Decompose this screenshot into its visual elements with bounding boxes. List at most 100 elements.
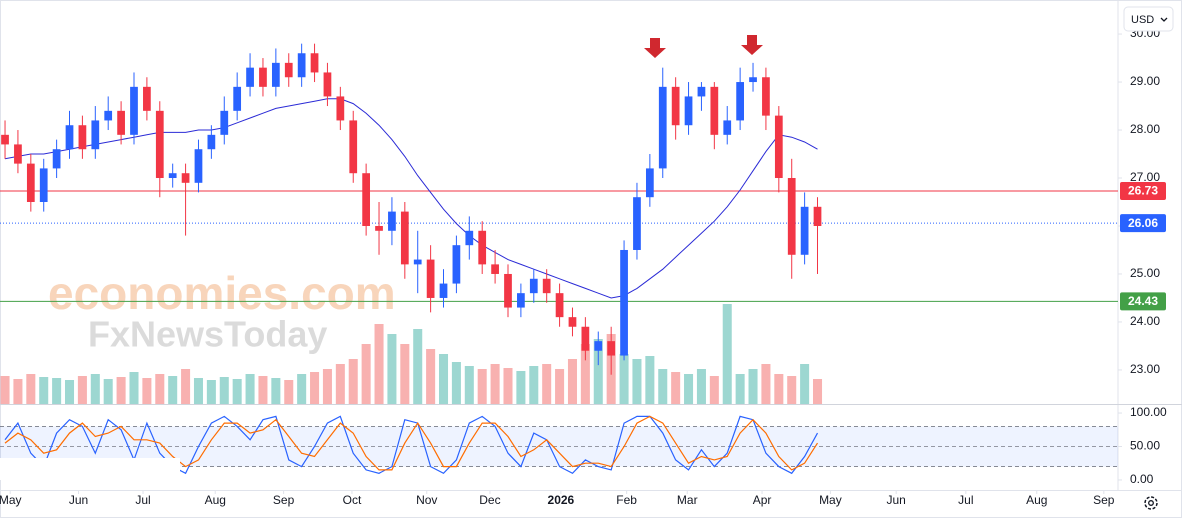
candle-body bbox=[671, 86, 680, 126]
x-tick-label: Nov bbox=[416, 493, 437, 507]
candle-body bbox=[542, 278, 551, 294]
volume-bar bbox=[400, 344, 410, 404]
candle-body bbox=[426, 259, 435, 298]
y-tick-label: 29.00 bbox=[1130, 74, 1160, 88]
candle-body bbox=[736, 82, 745, 121]
candle-body bbox=[452, 245, 461, 284]
volume-bar bbox=[774, 374, 784, 404]
candle-body bbox=[1, 134, 9, 145]
volume-bar bbox=[155, 374, 165, 404]
volume-bar bbox=[709, 376, 719, 404]
x-tick-label: Sep bbox=[273, 493, 295, 507]
currency-button[interactable]: USD bbox=[1123, 6, 1174, 32]
candle-body bbox=[336, 96, 345, 121]
volume-bar bbox=[671, 372, 681, 404]
volume-bar bbox=[103, 379, 113, 404]
watermark: economies.com bbox=[48, 267, 396, 319]
candle-body bbox=[52, 149, 61, 169]
x-tick-label: Sep bbox=[1093, 493, 1115, 507]
candle-body bbox=[800, 206, 809, 255]
y-tick-label: 27.00 bbox=[1130, 170, 1160, 184]
candle-body bbox=[645, 168, 654, 198]
volume-bar bbox=[516, 371, 526, 404]
candle-body bbox=[684, 96, 693, 126]
volume-bar bbox=[438, 354, 449, 404]
candle-body bbox=[388, 211, 396, 231]
volume-bar bbox=[464, 366, 474, 404]
candle-body bbox=[104, 110, 113, 121]
price-label-box bbox=[1120, 214, 1166, 233]
candle-body bbox=[517, 293, 525, 308]
candle-body bbox=[439, 283, 448, 298]
volume-bar bbox=[284, 380, 294, 404]
volume-bar bbox=[297, 374, 307, 404]
candle-body bbox=[710, 86, 719, 135]
candle-body bbox=[91, 120, 100, 150]
volume-bar bbox=[477, 369, 487, 404]
volume-bar bbox=[64, 380, 75, 404]
y-tick-label: 23.00 bbox=[1130, 362, 1160, 376]
y-tick-label: 24.00 bbox=[1130, 314, 1160, 328]
x-tick-label: May bbox=[0, 493, 22, 507]
volume-bar bbox=[645, 356, 655, 404]
candle-body bbox=[233, 86, 242, 111]
candle-body bbox=[78, 125, 87, 150]
candle-body bbox=[207, 134, 216, 150]
currency-button-box[interactable] bbox=[1123, 6, 1174, 32]
price-label-box bbox=[1120, 292, 1166, 311]
volume-bar bbox=[116, 377, 126, 404]
volume-bar bbox=[335, 364, 345, 404]
gear-outer[interactable] bbox=[1144, 496, 1158, 510]
volume-bar bbox=[245, 374, 255, 404]
volume-bar bbox=[142, 378, 152, 404]
volume-bar bbox=[619, 354, 629, 404]
volume-bar bbox=[580, 344, 590, 404]
x-tick-label: Mar bbox=[677, 493, 698, 507]
stochastic-tick-label: 50.00 bbox=[1130, 439, 1160, 453]
y-tick-label: 28.00 bbox=[1130, 122, 1160, 136]
candle-body bbox=[478, 230, 487, 265]
candle-body bbox=[26, 163, 35, 202]
candle-body bbox=[723, 120, 732, 135]
candle-body bbox=[220, 110, 229, 135]
candle-body bbox=[774, 115, 783, 179]
x-tick-label: Jun bbox=[69, 493, 88, 507]
volume-bar bbox=[490, 364, 500, 404]
volume-bar bbox=[168, 376, 178, 404]
candle-body bbox=[633, 197, 641, 250]
currency-label[interactable]: USD bbox=[1131, 14, 1154, 26]
settings-button[interactable] bbox=[1144, 496, 1158, 510]
candle-body bbox=[529, 278, 538, 294]
candle-body bbox=[349, 120, 358, 174]
candle-body bbox=[259, 67, 267, 87]
volume-bar bbox=[658, 369, 668, 404]
x-tick-label: Jun bbox=[887, 493, 906, 507]
candle-body bbox=[155, 110, 164, 179]
chevron[interactable] bbox=[1160, 17, 1168, 22]
volume-bar bbox=[722, 304, 732, 404]
candle-body bbox=[607, 341, 616, 356]
candle-body bbox=[375, 225, 383, 231]
volume-bar bbox=[735, 374, 745, 404]
x-tick-label: Feb bbox=[616, 493, 637, 507]
stochastic-line bbox=[4, 415, 819, 475]
candle-body bbox=[658, 86, 667, 169]
candle-body bbox=[400, 211, 409, 265]
candle-body bbox=[697, 86, 706, 97]
candle-body bbox=[749, 77, 757, 83]
y-tick-label: 25.00 bbox=[1130, 266, 1160, 280]
x-tick-label: Apr bbox=[753, 493, 772, 507]
volume-bar bbox=[800, 364, 810, 404]
volume-bar bbox=[413, 329, 423, 404]
arrow-annotation bbox=[741, 35, 763, 55]
main-pane bbox=[0, 43, 1118, 404]
volume-bar bbox=[271, 378, 281, 404]
price-label: 24.43 bbox=[1128, 294, 1158, 308]
gear-inner[interactable] bbox=[1148, 500, 1154, 506]
x-tick-label: Jul bbox=[135, 493, 150, 507]
price-label: 26.06 bbox=[1128, 216, 1158, 230]
volume-bar bbox=[748, 369, 758, 404]
volume-bar bbox=[761, 364, 771, 404]
candle-body bbox=[465, 230, 474, 246]
